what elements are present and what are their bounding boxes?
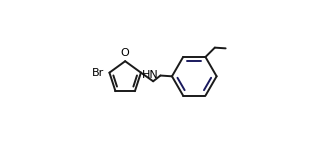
Text: HN: HN [142,70,159,80]
Text: O: O [121,48,129,58]
Text: Br: Br [91,68,104,78]
